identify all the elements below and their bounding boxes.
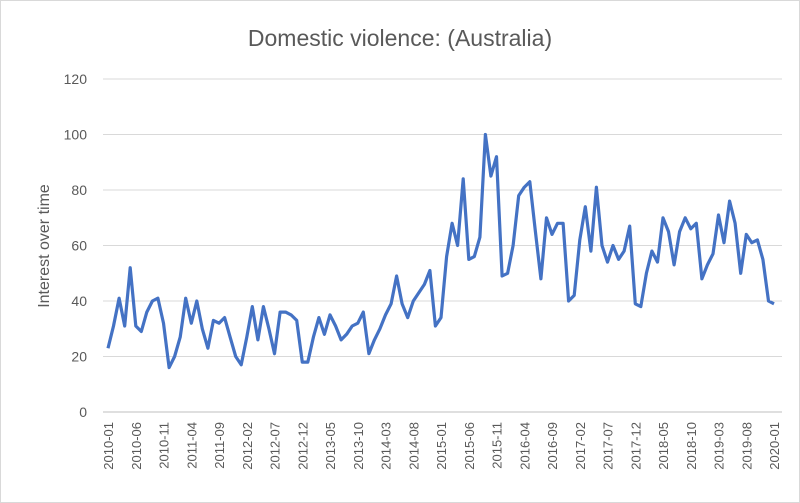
y-axis-label: Interest over time (36, 184, 53, 308)
x-tick-label: 2019-03 (712, 422, 727, 470)
x-tick-label: 2016-09 (545, 422, 560, 470)
x-tick-label: 2018-05 (656, 422, 671, 470)
x-tick-label: 2010-06 (129, 422, 144, 470)
y-tick-label: 120 (64, 71, 88, 87)
x-tick-label: 2010-11 (157, 422, 172, 469)
x-tick-label: 2012-07 (268, 422, 283, 470)
series-line (106, 132, 775, 370)
y-tick-label: 20 (71, 349, 87, 365)
x-tick-label: 2017-12 (628, 422, 643, 470)
x-tick-label: 2014-03 (379, 422, 394, 470)
x-tick-label: 2014-08 (406, 422, 421, 470)
x-tick-label: 2012-02 (240, 422, 255, 470)
x-tick-label: 2012-12 (295, 422, 310, 470)
y-tick-label: 40 (71, 293, 87, 309)
chart-title: Domestic violence: (Australia) (248, 25, 552, 51)
x-tick-label: 2017-07 (601, 422, 616, 470)
x-tick-label: 2017-02 (573, 422, 588, 470)
x-tick-label: 2019-08 (739, 422, 754, 470)
x-tick-label: 2016-04 (517, 422, 532, 470)
y-tick-label: 100 (64, 127, 88, 143)
x-tick-label: 2011-09 (212, 422, 227, 469)
y-tick-label: 60 (71, 238, 87, 254)
x-tick-label: 2015-11 (490, 422, 505, 469)
x-tick-label: 2020-01 (767, 422, 782, 470)
x-tick-label: 2011-04 (184, 422, 199, 469)
x-tick-label: 2010-01 (101, 422, 116, 470)
y-tick-label: 0 (79, 404, 87, 420)
x-tick-label: 2013-10 (351, 422, 366, 470)
x-tick-label: 2013-05 (323, 422, 338, 470)
x-tick-label: 2018-10 (684, 422, 699, 470)
x-tick-label: 2015-01 (434, 422, 449, 470)
y-tick-label: 80 (71, 182, 87, 198)
x-tick-label: 2015-06 (462, 422, 477, 470)
